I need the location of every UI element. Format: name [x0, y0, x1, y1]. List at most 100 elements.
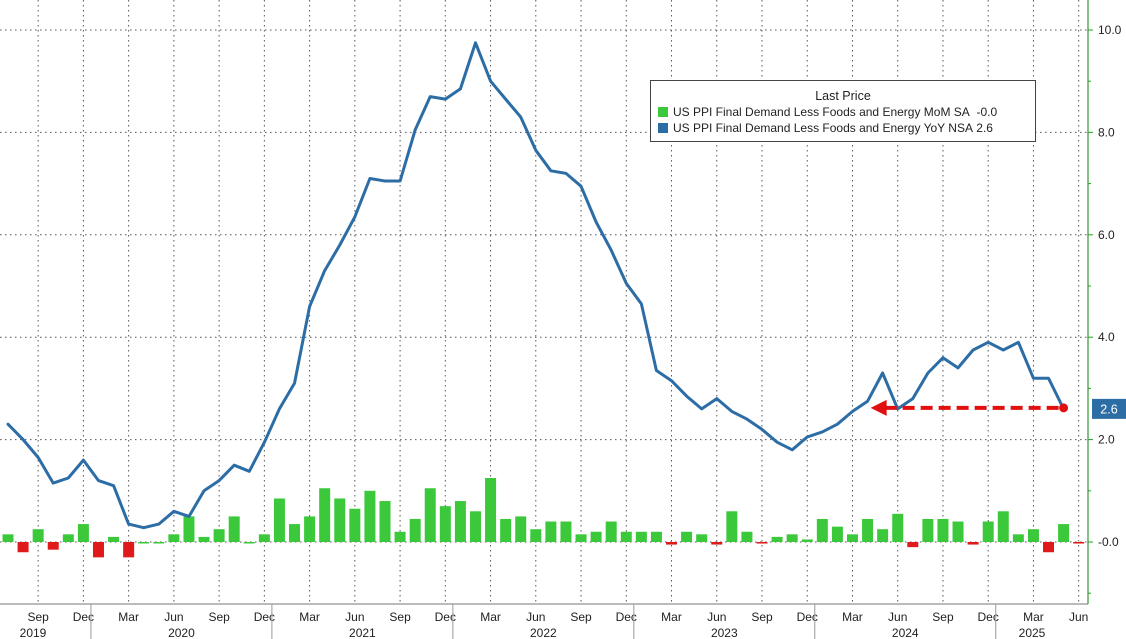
mom-bar	[726, 511, 738, 542]
mom-bar	[1073, 542, 1085, 544]
y-tick-label: 6.0	[1098, 228, 1115, 242]
mom-bar	[500, 518, 512, 542]
mom-bar	[258, 534, 270, 542]
mom-bars	[2, 478, 1085, 558]
mom-bar	[862, 518, 874, 542]
mom-bar	[666, 542, 678, 545]
x-tick-label: Mar	[299, 610, 320, 624]
x-axis: Sep Dec Mar Jun Sep Dec Mar Jun Sep Dec Mar Jun Sep D…	[0, 603, 1088, 639]
x-tick-label: Mar	[118, 610, 139, 624]
y-tick-label: 4.0	[1098, 330, 1115, 344]
x-tick-label: Jun	[164, 610, 183, 624]
mom-bar	[454, 501, 466, 542]
arrow-head	[870, 399, 887, 416]
mom-bar	[243, 542, 255, 544]
mom-bar	[32, 529, 44, 542]
mom-bar	[605, 521, 617, 542]
y-axis: 10.0 8.0 6.0 4.0 2.0 -0.0 2.6	[1087, 0, 1126, 604]
x-tick-label: Sep	[751, 610, 773, 624]
mom-bar	[922, 518, 934, 542]
mom-bar	[997, 511, 1009, 542]
mom-bar	[485, 478, 497, 542]
yoy-line	[6, 41, 1066, 530]
mom-bar	[696, 534, 708, 542]
mom-bar	[907, 542, 919, 548]
x-tick-label: Jun	[345, 610, 364, 624]
legend-swatch-mom	[658, 107, 668, 117]
mom-bar	[2, 534, 14, 542]
mom-bar	[304, 516, 316, 542]
x-tick-label: Dec	[435, 610, 456, 624]
legend-value-mom: -0.0	[976, 105, 998, 119]
legend-title: Last Price	[815, 89, 871, 103]
x-year-label: 2020	[168, 626, 195, 639]
mom-bar	[183, 516, 195, 542]
mom-bar	[153, 542, 165, 544]
legend-swatch-yoy	[658, 123, 668, 133]
x-tick-label: Sep	[27, 610, 49, 624]
y-tick-label: -0.0	[1098, 535, 1119, 549]
mom-bar	[530, 529, 542, 542]
mom-bar	[741, 531, 753, 542]
mom-bar	[635, 531, 647, 542]
x-year-label: 2024	[892, 626, 919, 639]
x-tick-label: Mar	[480, 610, 501, 624]
x-tick-label: Dec	[73, 610, 94, 624]
x-tick-label: Dec	[978, 610, 999, 624]
arrow-annotation	[870, 399, 1069, 416]
mom-bar	[937, 518, 949, 542]
last-value-label: 2.6	[1100, 402, 1117, 416]
mom-bar	[379, 501, 391, 542]
mom-bar	[289, 524, 301, 542]
x-year-label: 2025	[1019, 626, 1046, 639]
mom-bar	[47, 542, 59, 550]
mom-bar	[771, 536, 783, 542]
arrow-end-dot	[1059, 403, 1069, 413]
mom-bar	[711, 542, 723, 545]
mom-bar	[108, 536, 120, 542]
x-year-label: 2023	[711, 626, 738, 639]
mom-bar	[877, 529, 889, 542]
mom-bar	[168, 534, 180, 542]
x-tick-label: Jun	[707, 610, 726, 624]
mom-bar	[982, 521, 994, 542]
mom-bar	[892, 513, 904, 542]
mom-bar	[1043, 542, 1055, 553]
x-tick-label: Jun	[888, 610, 907, 624]
mom-bar	[1012, 534, 1024, 542]
mom-bar	[515, 516, 527, 542]
mom-bar	[123, 542, 135, 558]
mom-bar	[213, 529, 225, 542]
legend-entry-mom: US PPI Final Demand Less Foods and Energ…	[658, 105, 1035, 119]
x-tick-label: Dec	[797, 610, 818, 624]
mom-bar	[801, 539, 813, 542]
mom-bar	[590, 531, 602, 542]
x-tick-label: Mar	[661, 610, 682, 624]
x-tick-label: Dec	[254, 610, 275, 624]
mom-bar	[816, 518, 828, 542]
mom-bar	[138, 542, 150, 544]
legend-label-mom: US PPI Final Demand Less Foods and Energ…	[673, 105, 970, 119]
x-tick-label: Jun	[526, 610, 545, 624]
y-tick-label: 8.0	[1098, 125, 1115, 139]
mom-bar	[424, 488, 436, 542]
mom-bar	[92, 542, 104, 558]
mom-bar	[334, 498, 346, 542]
mom-bar	[17, 542, 29, 553]
x-tick-label: Sep	[208, 610, 230, 624]
mom-bar	[756, 542, 768, 544]
mom-bar	[1027, 529, 1039, 542]
y-tick-label: 2.0	[1098, 433, 1115, 447]
x-tick-label: Sep	[932, 610, 954, 624]
mom-bar	[786, 534, 798, 542]
x-tick-label: Sep	[389, 610, 411, 624]
mom-bar	[831, 526, 843, 542]
x-year-label: 2022	[530, 626, 557, 639]
mom-bar	[349, 508, 361, 542]
mom-bar	[545, 521, 557, 542]
x-tick-label: Mar	[1023, 610, 1044, 624]
mom-bar	[394, 531, 406, 542]
legend: Last Price US PPI Final Demand Less Food…	[650, 80, 1036, 142]
legend-entry-yoy: US PPI Final Demand Less Foods and Energ…	[658, 121, 1035, 135]
